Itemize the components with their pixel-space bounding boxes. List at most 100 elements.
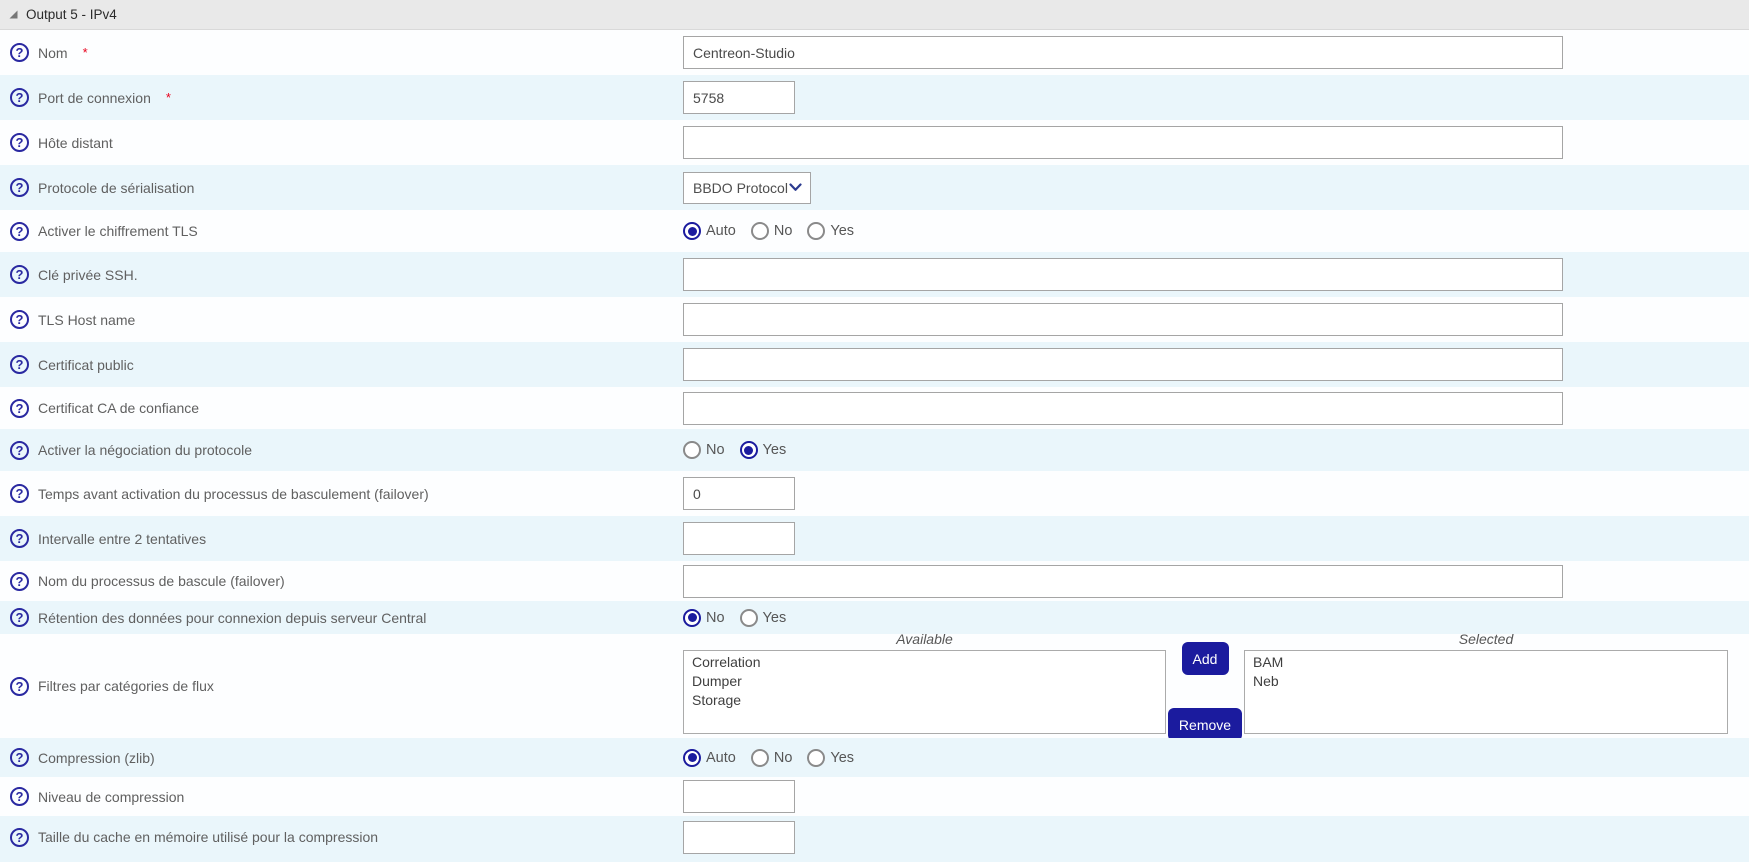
compression-buffer-input[interactable] [683,820,795,854]
radio-label: No [706,442,725,458]
help-icon[interactable]: ? [10,133,29,152]
list-item[interactable]: BAM [1253,654,1284,670]
help-icon[interactable]: ? [10,529,29,548]
help-icon[interactable]: ? [10,398,29,418]
help-icon[interactable]: ? [10,440,29,460]
field-label: Hôte distant [38,134,113,151]
field-label: Activer la négociation du protocole [38,442,253,458]
retry-interval-input[interactable] [683,522,795,555]
radio-icon[interactable] [739,608,758,627]
port-input[interactable] [683,81,795,114]
field-row-failover-name: ? Nom du processus de bascule (failover) [0,561,1749,601]
radio-label: Yes [830,223,855,239]
field-label: Protocole de sérialisation [38,179,195,196]
selected-listbox[interactable]: BAM Neb [1244,650,1728,734]
chevron-down-icon [789,183,802,191]
retention-radio-group: No Yes [683,608,786,627]
radio-label: Auto [706,749,736,766]
field-row-negotiation: ? Activer la négociation du protocole No… [0,429,1749,471]
collapse-triangle-icon [9,10,18,19]
field-label: TLS Host name [38,311,136,328]
compression-level-input[interactable] [683,780,795,813]
help-icon[interactable]: ? [10,178,29,197]
help-icon[interactable]: ? [10,484,29,503]
help-icon[interactable]: ? [10,787,29,806]
help-icon[interactable]: ? [10,88,29,107]
help-icon[interactable]: ? [10,608,29,627]
field-label: Nom du processus de bascule (failover) [38,573,285,589]
field-label: Taille du cache en mémoire utilisé pour … [38,829,379,845]
radio-icon[interactable] [683,748,701,767]
field-row-failover-timeout: ? Temps avant activation du processus de… [0,471,1749,516]
radio-option-auto[interactable]: Auto [683,748,736,767]
radio-option-yes[interactable]: Yes [807,748,855,767]
list-item[interactable]: Storage [692,692,742,708]
field-row-compression: ? Compression (zlib) Auto No Yes [0,738,1749,777]
remove-button[interactable]: Remove [1168,708,1242,741]
radio-label: No [773,749,793,766]
field-label: Intervalle entre 2 tentatives [38,530,207,547]
radio-option-no[interactable]: No [683,608,725,627]
field-row-nom: ? Nom * [0,30,1749,75]
radio-icon[interactable] [739,441,758,459]
failover-timeout-input[interactable] [683,477,795,510]
serialization-protocol-select[interactable]: BBDO Protocol [683,171,811,204]
radio-icon[interactable] [750,222,769,240]
help-icon[interactable]: ? [10,571,29,591]
field-row-retention: ? Rétention des données pour connexion d… [0,601,1749,634]
available-list-header: Available [896,631,953,647]
help-icon[interactable]: ? [10,310,29,329]
radio-icon[interactable] [683,608,701,627]
field-label: Filtres par catégories de flux [38,678,214,694]
compression-radio-group: Auto No Yes [683,748,855,767]
radio-icon[interactable] [683,222,701,240]
help-icon[interactable]: ? [10,355,29,374]
radio-icon[interactable] [807,222,826,240]
field-label: Certificat public [38,356,134,373]
list-item[interactable]: Dumper [692,673,742,689]
negotiation-radio-group: No Yes [683,441,786,459]
radio-option-no[interactable]: No [750,748,793,767]
help-icon[interactable]: ? [10,221,29,241]
radio-option-auto[interactable]: Auto [683,222,736,240]
radio-icon[interactable] [807,748,826,767]
required-marker: * [82,45,88,60]
help-icon[interactable]: ? [10,748,29,767]
help-icon[interactable]: ? [10,827,29,847]
nom-input[interactable] [683,36,1563,69]
radio-label: Yes [830,749,855,766]
radio-option-yes[interactable]: Yes [807,222,854,240]
add-button[interactable]: Add [1181,642,1229,675]
field-row-tls-hostname: ? TLS Host name [0,297,1749,342]
field-row-public-cert: ? Certificat public [0,342,1749,387]
section-header[interactable]: Output 5 - IPv4 [0,0,1749,30]
radio-label: No [773,223,793,239]
list-item[interactable]: Correlation [692,654,761,670]
help-icon[interactable]: ? [10,265,29,284]
radio-option-no[interactable]: No [683,441,725,459]
help-icon[interactable]: ? [10,676,29,696]
category-filters-duallist: Available Correlation Dumper Storage Add R… [683,631,1728,741]
selected-list-header: Selected [1458,631,1514,647]
field-label: Nom [38,44,68,61]
radio-option-no[interactable]: No [750,222,793,240]
public-certificate-input[interactable] [683,348,1563,381]
radio-option-yes[interactable]: Yes [739,441,786,459]
failover-name-input[interactable] [683,564,1563,598]
remote-host-input[interactable] [683,126,1563,159]
radio-icon[interactable] [683,441,701,459]
list-item[interactable]: Neb [1253,673,1279,689]
ca-certificate-input[interactable] [683,391,1563,425]
tls-hostname-input[interactable] [683,303,1563,336]
field-label: Niveau de compression [38,788,185,805]
radio-option-yes[interactable]: Yes [739,608,786,627]
help-icon[interactable]: ? [10,43,29,62]
field-row-ssh-key: ? Clé privée SSH. [0,252,1749,297]
available-listbox[interactable]: Correlation Dumper Storage [683,650,1166,734]
required-marker: * [165,90,171,105]
ssh-private-key-input[interactable] [683,258,1563,291]
radio-icon[interactable] [750,748,769,767]
field-label: Rétention des données pour connexion dep… [38,609,427,626]
radio-label: No [706,609,725,626]
